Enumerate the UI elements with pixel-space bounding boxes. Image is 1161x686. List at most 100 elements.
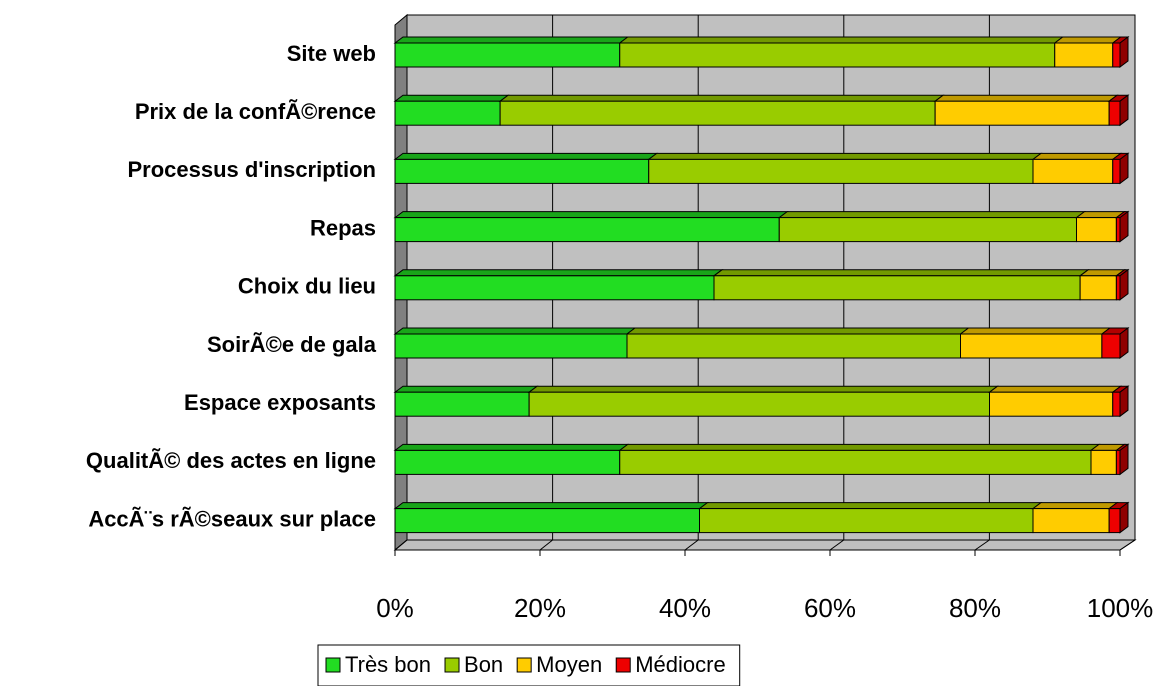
x-tick-label: 0% xyxy=(376,593,414,623)
bar-side-shade xyxy=(1120,153,1128,184)
x-tick-label: 40% xyxy=(659,593,711,623)
legend-swatch xyxy=(516,657,532,673)
bar-side-shade xyxy=(1120,386,1128,417)
y-tick-label: AccÃ¨s rÃ©seaux sur place xyxy=(88,506,376,531)
bar xyxy=(934,100,1110,126)
bar xyxy=(1076,217,1117,243)
bar xyxy=(713,275,1081,301)
bar-top-shade xyxy=(1080,269,1125,276)
legend-label: Médiocre xyxy=(635,652,725,677)
bar xyxy=(394,508,700,534)
bar-top-shade xyxy=(699,502,1041,509)
bar xyxy=(1112,391,1121,417)
bar-top-shade xyxy=(619,444,1099,451)
y-tick-label: Repas xyxy=(310,215,376,240)
y-tick-label: QualitÃ© des actes en ligne xyxy=(86,448,376,473)
bar xyxy=(394,158,650,184)
bar xyxy=(1115,449,1121,475)
bar-top-shade xyxy=(989,386,1121,393)
bar-top-shade xyxy=(1112,386,1128,393)
bar xyxy=(1115,275,1121,301)
bar-top-shade xyxy=(395,502,708,509)
bar-side-shade xyxy=(1120,328,1128,358)
bar xyxy=(989,391,1114,417)
x-tick-label: 60% xyxy=(804,593,856,623)
y-tick-label: SoirÃ©e de gala xyxy=(207,332,377,357)
grid-line xyxy=(829,539,845,551)
bar-side-shade xyxy=(1120,211,1128,242)
y-tick-label: Choix du lieu xyxy=(238,274,376,299)
grid-line xyxy=(1119,539,1136,551)
bar xyxy=(394,217,780,243)
bar xyxy=(1032,508,1110,534)
y-tick-label: Processus d'inscription xyxy=(127,157,376,182)
bar-side xyxy=(1119,327,1129,359)
bar xyxy=(1101,333,1121,359)
bar xyxy=(960,333,1103,359)
bar-side xyxy=(1119,385,1129,418)
bar-top-shade xyxy=(1054,37,1121,43)
bar-top-shade xyxy=(1091,444,1125,451)
bar-side xyxy=(1119,94,1129,127)
bar xyxy=(1054,42,1114,68)
bar xyxy=(394,42,621,68)
bar-top-shade xyxy=(648,153,1041,160)
bar-top-shade xyxy=(935,95,1118,102)
y-tick-label: Site web xyxy=(287,41,376,66)
bar xyxy=(619,42,1056,68)
bar xyxy=(1108,508,1121,534)
bar xyxy=(394,391,530,417)
bar-side-shade xyxy=(1120,444,1128,475)
legend-label: Moyen xyxy=(536,652,602,677)
legend-swatch xyxy=(325,657,341,673)
bar xyxy=(1115,217,1121,243)
bar-top-shade xyxy=(1033,153,1121,160)
bar-top-shade xyxy=(395,328,635,334)
bar xyxy=(1108,100,1121,126)
bar xyxy=(1032,158,1114,184)
bar-top-shade xyxy=(1109,95,1128,102)
bar xyxy=(1112,158,1121,184)
bar-side xyxy=(1119,36,1129,68)
bar-top-shade xyxy=(395,153,657,160)
legend-swatch xyxy=(444,657,460,673)
legend-label: Bon xyxy=(464,652,503,677)
bar xyxy=(1090,449,1117,475)
grid-line xyxy=(684,539,699,551)
bar-top-shade xyxy=(714,269,1089,276)
y-tick-label: Prix de la confÃ©rence xyxy=(135,99,376,124)
bar-side xyxy=(1119,443,1129,476)
bar-side-shade xyxy=(1120,37,1128,67)
bar-top-shade xyxy=(1116,211,1128,218)
bar-top-shade xyxy=(395,444,628,451)
bar-top-shade xyxy=(395,95,509,102)
bar-top-shade xyxy=(1116,269,1128,276)
bar-side-shade xyxy=(1120,502,1128,533)
bar-top-shade xyxy=(395,269,722,276)
bar xyxy=(619,449,1092,475)
bar-top-shade xyxy=(395,386,538,393)
bar-side xyxy=(1119,152,1129,185)
bar-top-shade xyxy=(1076,211,1125,218)
bar xyxy=(1079,275,1117,301)
x-tick-label: 100% xyxy=(1087,593,1154,623)
bar xyxy=(394,333,628,359)
bar xyxy=(394,449,621,475)
grid-line xyxy=(394,539,408,551)
bar xyxy=(499,100,936,126)
bar-top-shade xyxy=(1112,153,1128,160)
x-tick-label: 20% xyxy=(514,593,566,623)
bar-top-shade xyxy=(1116,444,1128,451)
bar-side xyxy=(1119,501,1129,534)
y-tick-label: Espace exposants xyxy=(184,390,376,415)
bar-side xyxy=(1119,210,1129,243)
floor xyxy=(393,539,1137,551)
bar-top-shade xyxy=(395,211,788,218)
bar xyxy=(394,275,715,301)
bar-top-shade xyxy=(1033,502,1118,509)
bar-side-shade xyxy=(1120,269,1128,300)
bar-top-shade xyxy=(619,37,1063,43)
bar-top-shade xyxy=(500,95,944,102)
bar-top-shade xyxy=(779,211,1085,218)
